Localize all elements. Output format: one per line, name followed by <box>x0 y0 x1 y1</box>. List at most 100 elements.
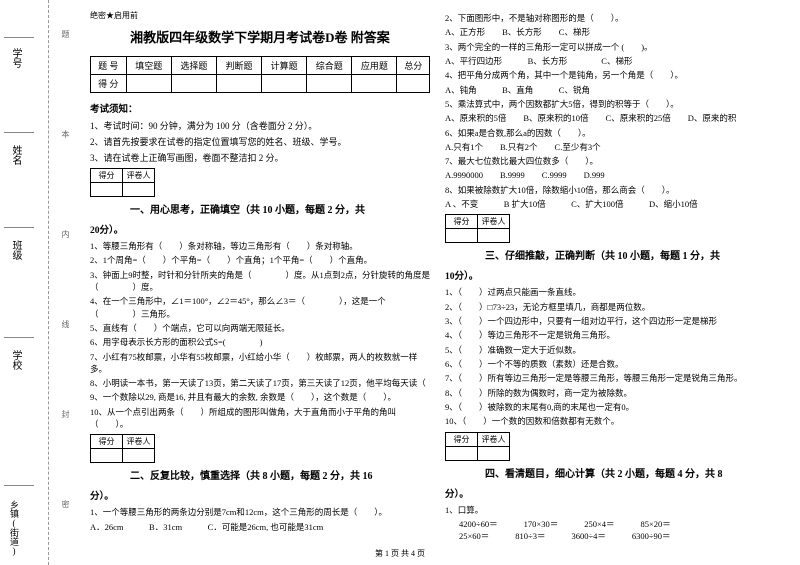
page-footer: 第 1 页 共 4 页 <box>0 548 800 559</box>
q-item: 9、（ ）被除数的末尾有0,商的末尾也一定有0。 <box>445 401 785 413</box>
notice-head: 考试须知： <box>90 101 430 115</box>
notice-list: 1、考试时间：90 分钟，满分为 100 分（含卷面分 2 分）。 2、请首先按… <box>90 119 430 164</box>
calc-item: 4200÷60＝ <box>459 518 498 530</box>
q-item: 3、钟面上9时整，时针和分针所夹的角是（ ）度。从1点到2点，分针旋转的角度是（… <box>90 269 430 294</box>
side-label-name: 姓名 <box>8 145 23 165</box>
part4-title2: 分）。 <box>445 486 785 500</box>
exam-title: 湘教版四年级数学下学期月考试卷D卷 附答案 <box>90 27 430 46</box>
q-item: 3、（ ）一个四边形中，只要有一组对边平行，这个四边形一定是梯形 <box>445 315 785 327</box>
q-item: 3、两个完全的一样的三角形一定可以拼成一个 ( )。 <box>445 41 785 53</box>
q-item: 5、乘法算式中，两个因数都扩大5倍，得到的积等于（ ）。 <box>445 98 785 110</box>
choice-list: 1、一个等腰三角形的两条边分别是7cm和12cm，这个三角形的周长是（ ）。 A… <box>90 506 430 533</box>
calc-item: 250×4＝ <box>584 518 614 530</box>
score-h: 计算题 <box>262 57 307 75</box>
q-item: 4、在一个三角形中，∠1＝100°，∠2＝45°，那么∠3＝（ ），这是一个（ … <box>90 295 430 320</box>
q-item: 2、（ ）□73÷23，无论方框里填几，商都是两位数。 <box>445 301 785 313</box>
fill-blank-list: 1、等腰三角形有（ ）条对称轴，等边三角形有（ ）条对称轴。 2、1个周角=（ … <box>90 240 430 430</box>
side-label-school: 学校 <box>8 350 23 370</box>
dash-marker: 密 <box>60 500 71 516</box>
q-item: 4、（ ）等边三角形不一定是锐角三角形。 <box>445 329 785 341</box>
q-item: 9、一个数除以29, 商是16, 并且有最大的余数, 余数是（ ），这个数是（ … <box>90 391 430 403</box>
q-item: 4、把平角分成两个角，其中一个是钝角，另一个角是（ ）。 <box>445 69 785 81</box>
part3-title2: 10分）。 <box>445 268 785 282</box>
calc-row: 25×60＝ 810÷3＝ 3600÷4＝ 6300÷90＝ <box>459 530 785 542</box>
mini-cell: 评卷人 <box>123 169 155 183</box>
q-item: 5、（ ）准确数一定大于近似数。 <box>445 344 785 356</box>
q-item: 2、1个周角=（ ）个平角=（ ）个直角；1个平角=（ ）个直角。 <box>90 254 430 266</box>
left-column: 绝密★启用前 湘教版四年级数学下学期月考试卷D卷 附答案 题 号 填空题 选择题… <box>90 10 430 535</box>
side-label-id: 学号 <box>8 48 23 68</box>
score-h: 综合题 <box>307 57 352 75</box>
q-item: 1、等腰三角形有（ ）条对称轴，等边三角形有（ ）条对称轴。 <box>90 240 430 252</box>
q-opts: A．26cm B．31cm C．可能是26cm, 也可能是31cm <box>90 521 430 533</box>
q-item: 5、直线有（ ）个端点，它可以向两端无限延长。 <box>90 322 430 334</box>
dash-marker: 内 <box>60 230 71 246</box>
part4-title: 四、看清题目，细心计算（共 2 小题，每题 4 分，共 8 <box>485 469 723 480</box>
dash-marker: 封 <box>60 410 71 426</box>
q-opts: A、钝角 B、直角 C、锐角 <box>445 84 785 96</box>
dash-marker: 本 <box>60 130 71 146</box>
dash-marker: 线 <box>60 320 71 336</box>
dash-marker: 题 <box>60 30 71 46</box>
q-item: 10、（ ）一个数的因数和倍数都有无数个。 <box>445 415 785 427</box>
grader-table: 得分评卷人 <box>90 168 155 197</box>
side-blank <box>4 125 34 143</box>
q-item: 8、如果被除数扩大10倍，除数缩小10倍，那么商会（ ）。 <box>445 184 785 196</box>
grader-table: 得分评卷人 <box>445 432 510 461</box>
q-item: 6、如果a是合数,那么a的因数（ ）。 <box>445 127 785 139</box>
choice-list-cont: 2、下面图形中，不是轴对称图形的是（ ）。 A、正方形 B、长方形 C、梯形 3… <box>445 12 785 210</box>
judge-list: 1、（ ）过两点只能画一条直线。 2、（ ）□73÷23，无论方框里填几，商都是… <box>445 286 785 427</box>
notice-item: 2、请首先按要求在试卷的指定位置填写您的姓名、班级、学号。 <box>90 135 430 148</box>
calc-list: 1、口算。 4200÷60＝ 170×30＝ 250×4＝ 85×20＝ 25×… <box>445 504 785 542</box>
q-opts: A、原来积的5倍 B、原来积的10倍 C、原来积的25倍 D、原来的积 <box>445 112 785 124</box>
notice-item: 1、考试时间：90 分钟，满分为 100 分（含卷面分 2 分）。 <box>90 119 430 132</box>
fold-dashed-line <box>48 0 49 565</box>
q-opts: A、正方形 B、长方形 C、梯形 <box>445 26 785 38</box>
q-item: 7、最大七位数比最大四位数多（ ）。 <box>445 155 785 167</box>
mini-cell: 得分 <box>446 215 478 229</box>
side-blank <box>4 478 34 496</box>
part2-title2: 分）。 <box>90 488 430 502</box>
mini-cell: 得分 <box>446 432 478 446</box>
q-item: 8、小明读一本书，第一天读了13页，第二天读了17页，第三天读了12页，他平均每… <box>90 377 430 389</box>
q-item: 8、（ ）所除的数为偶数时，商一定为被除数。 <box>445 387 785 399</box>
calc-item: 170×30＝ <box>524 518 559 530</box>
calc-item: 810÷3＝ <box>515 530 545 542</box>
grader-table: 得分评卷人 <box>445 214 510 243</box>
score-table: 题 号 填空题 选择题 判断题 计算题 综合题 应用题 总分 得 分 <box>90 56 430 93</box>
side-blank <box>4 220 34 238</box>
q-opts: A、平行四边形 B、长方形 C、梯形 <box>445 55 785 67</box>
secret-label: 绝密★启用前 <box>90 10 430 21</box>
mini-cell: 评卷人 <box>123 435 155 449</box>
binding-sidebar: 学号 姓名 班级 学校 乡镇(街道) 题 本 内 线 封 密 <box>0 0 80 565</box>
mini-cell: 评卷人 <box>478 432 510 446</box>
calc-row: 4200÷60＝ 170×30＝ 250×4＝ 85×20＝ <box>459 518 785 530</box>
side-blank <box>4 30 34 48</box>
calc-item: 85×20＝ <box>641 518 671 530</box>
score-label: 得 分 <box>91 75 127 93</box>
q-opts: A.9990000 B.9999 C.9999 D.999 <box>445 169 785 181</box>
q-opts: A 、不变 B 扩大10倍 C、扩大100倍 D、缩小10倍 <box>445 198 785 210</box>
q-item: 1、一个等腰三角形的两条边分别是7cm和12cm，这个三角形的周长是（ ）。 <box>90 506 430 518</box>
score-h: 选择题 <box>171 57 216 75</box>
part2-title: 二、反复比较，慎重选择（共 8 小题，每题 2 分，共 16 <box>130 471 373 482</box>
q-item: 1、（ ）过两点只能画一条直线。 <box>445 286 785 298</box>
q-item: 2、下面图形中，不是轴对称图形的是（ ）。 <box>445 12 785 24</box>
calc-item: 6300÷90＝ <box>632 530 671 542</box>
q-item: 7、（ ）所有等边三角形一定是等腰三角形，等腰三角形一定是锐角三角形。 <box>445 372 785 384</box>
grader-table: 得分评卷人 <box>90 434 155 463</box>
score-h: 判断题 <box>216 57 261 75</box>
part3-title: 三、仔细推敲，正确判断（共 10 小题，每题 1 分，共 <box>485 251 720 262</box>
right-column: 2、下面图形中，不是轴对称图形的是（ ）。 A、正方形 B、长方形 C、梯形 3… <box>445 10 785 542</box>
side-blank <box>4 330 34 348</box>
q-item: 6、用字母表示长方形的面积公式S=( ) <box>90 336 430 348</box>
score-h: 应用题 <box>352 57 397 75</box>
part1-title: 一、用心思考，正确填空（共 10 小题，每题 2 分，共 <box>130 205 365 216</box>
q-item: 10、从一个点引出两条（ ）所组成的图形叫做角，大于直角而小于平角的角叫（ ）。 <box>90 406 430 431</box>
score-h: 填空题 <box>126 57 171 75</box>
side-label-class: 班级 <box>8 240 23 260</box>
score-h: 总分 <box>397 57 430 75</box>
calc-head: 1、口算。 <box>445 504 785 516</box>
q-item: 6、（ ）一个不等的质数（素数）还是合数。 <box>445 358 785 370</box>
calc-item: 3600÷4＝ <box>571 530 605 542</box>
